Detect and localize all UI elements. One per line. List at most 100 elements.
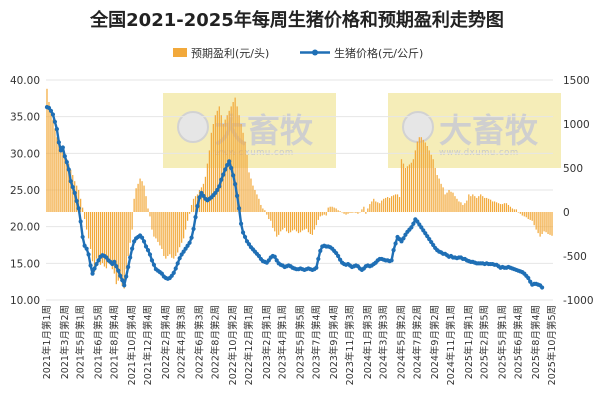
profit-bar [369, 204, 371, 212]
profit-bar [444, 194, 446, 212]
profit-bar [167, 212, 169, 256]
profit-bar [327, 207, 329, 212]
price-point [219, 177, 224, 182]
price-point [272, 254, 277, 259]
y-left-tick-label: 25.00 [10, 185, 40, 197]
profit-bar [145, 196, 147, 212]
y-right-tick-label: 0 [563, 207, 570, 219]
price-point [528, 279, 533, 284]
profit-bar [343, 212, 345, 214]
profit-bar [535, 212, 537, 230]
price-point [112, 259, 117, 264]
y-left-ticks: 10.00 15.00 20.00 25.00 30.00 35.00 40.00 [10, 75, 40, 307]
profit-bar [385, 197, 387, 212]
profit-bar [173, 212, 175, 259]
profit-bar [531, 212, 533, 221]
price-point [118, 273, 123, 278]
profit-bar [111, 212, 113, 270]
profit-bar [80, 198, 82, 212]
profit-bar [119, 212, 121, 279]
price-point [221, 172, 226, 177]
x-tick-label: 2022年10月第2周 [227, 305, 239, 385]
profit-bar [309, 212, 312, 234]
x-tick-label: 2022年6月第3周 [193, 305, 205, 379]
price-point [56, 140, 61, 145]
profit-bar [206, 163, 209, 212]
profit-bar [159, 212, 161, 246]
profit-bar [91, 212, 94, 262]
profit-bar [56, 137, 58, 212]
profit-bar [549, 212, 551, 235]
price-point [181, 249, 186, 254]
price-point [337, 257, 343, 262]
profit-bar [190, 204, 193, 212]
price-point [169, 273, 174, 278]
price-point [393, 241, 398, 246]
profit-bar [179, 212, 181, 248]
price-point [120, 278, 125, 283]
profit-bar [410, 162, 413, 212]
price-point [314, 265, 319, 270]
x-tick-label: 2021年6月第5周 [92, 305, 104, 379]
price-point [50, 112, 56, 117]
profit-bar [418, 137, 420, 212]
profit-bar [260, 204, 262, 212]
y-right-tick-label: 1000 [563, 119, 590, 131]
price-point [391, 248, 396, 253]
profit-bar [335, 208, 337, 212]
profit-bar [497, 203, 500, 212]
profit-bar [293, 212, 296, 230]
price-point [104, 255, 109, 260]
price-point [195, 204, 200, 209]
profit-bar [331, 206, 333, 212]
profit-bar [157, 212, 159, 242]
profit-bar [66, 159, 68, 212]
x-tick-label: 2025年5月第1周 [496, 305, 508, 379]
x-tick-label: 2023年2月第1周 [261, 305, 273, 379]
price-point [238, 221, 244, 226]
price-point [334, 250, 339, 256]
price-point [240, 230, 246, 235]
profit-bar [408, 164, 411, 212]
profit-bar [82, 207, 84, 212]
profit-bar [169, 212, 171, 255]
x-tick-label: 2022年4月第3周 [176, 305, 188, 379]
profit-bar [319, 212, 321, 217]
profit-bar [468, 194, 470, 212]
profit-bar [523, 212, 525, 217]
x-tick-label: 2021年3月第2周 [59, 305, 71, 379]
profit-bar [400, 159, 403, 212]
profit-bars [46, 88, 553, 289]
profit-bar [396, 194, 399, 212]
profit-bar [264, 210, 266, 212]
x-tick-label: 2025年8月第4周 [530, 305, 542, 379]
profit-bar [462, 204, 464, 212]
profit-bar [54, 128, 56, 212]
profit-bar [345, 212, 347, 215]
profit-bar [236, 106, 238, 212]
profit-bar [194, 196, 197, 212]
price-point [177, 256, 182, 261]
x-tick-label: 2021年12月第4周 [142, 305, 154, 385]
profit-bar [242, 132, 244, 212]
price-point [401, 236, 406, 241]
x-tick-label: 2024年5月第2周 [395, 305, 407, 379]
price-markers [44, 105, 545, 290]
price-point [60, 145, 65, 150]
profit-bar [89, 212, 92, 249]
profit-bar [311, 212, 313, 235]
profit-bar [404, 168, 407, 212]
profit-bar [307, 212, 310, 233]
profit-bar [232, 102, 234, 212]
profit-bar [486, 197, 488, 212]
price-point [130, 246, 135, 251]
legend-line-marker [312, 49, 318, 56]
profit-bar [84, 212, 86, 220]
price-point [223, 167, 228, 172]
profit-bar [143, 185, 145, 212]
profit-bar [276, 212, 278, 237]
chart-title: 全国2021-2025年每周生猪价格和预期盈利走势图 [89, 9, 504, 31]
profit-bar [480, 194, 482, 212]
x-tick-label: 2021年1月第1周 [41, 305, 53, 379]
price-point [244, 239, 250, 244]
